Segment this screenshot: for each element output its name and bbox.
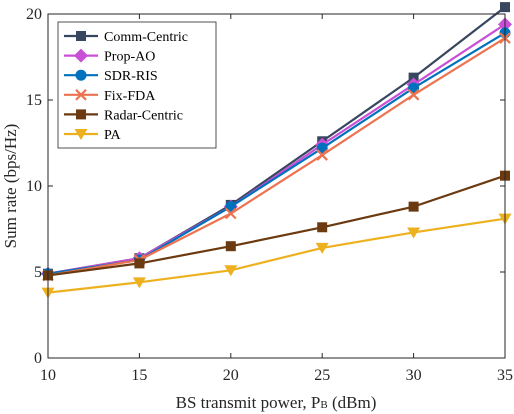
legend-label: PA	[104, 128, 122, 143]
y-tick-label: 20	[26, 6, 42, 23]
data-point-pa	[315, 242, 329, 254]
series-lines	[41, 2, 512, 299]
legend-marker	[74, 48, 88, 63]
series-line-fix-fda	[47, 37, 506, 277]
data-point-pa	[224, 265, 238, 277]
y-tick-label: 0	[34, 350, 42, 367]
series-line-radar-centric	[47, 174, 506, 277]
y-tick-label: 15	[26, 92, 42, 109]
data-point-fix-fda	[316, 149, 328, 161]
data-point-fix-fda	[225, 207, 237, 220]
x-axis-title: BS transmit power, PB (dBm)	[176, 393, 377, 412]
legend-marker	[75, 69, 87, 81]
legend-label: SDR-RIS	[104, 69, 158, 84]
series-pa	[41, 213, 512, 299]
legend-label: Prop-AO	[104, 50, 155, 65]
x-tick-label: 25	[314, 367, 330, 384]
x-tick-label: 35	[497, 367, 513, 384]
y-tick-label: 5	[34, 264, 42, 281]
series-line-pa	[47, 217, 506, 294]
series-line-prop-ao	[47, 23, 506, 275]
data-point-radar-centric	[317, 222, 328, 233]
legend-box	[57, 21, 217, 149]
x-tick-label: 10	[40, 367, 56, 384]
legend-label: Fix-FDA	[104, 89, 156, 104]
y-tick-label: 10	[26, 178, 42, 195]
data-point-comm-centric	[500, 2, 510, 13]
legend-item: PA	[64, 128, 122, 143]
data-point-radar-centric	[134, 258, 145, 269]
data-point-radar-centric	[408, 201, 419, 212]
legend-marker	[76, 109, 86, 120]
legend-item: Prop-AO	[64, 48, 155, 65]
y-axis-title: Sum rate (bps/Hz)	[1, 124, 20, 249]
legend-item: Comm-Centric	[64, 30, 188, 45]
legend-item: Radar-Centric	[64, 108, 183, 123]
data-point-radar-centric	[225, 241, 236, 252]
data-point-pa	[407, 227, 421, 239]
legend-item: Fix-FDA	[64, 89, 156, 104]
legend-label: Comm-Centric	[104, 30, 188, 45]
plot-frame	[47, 13, 506, 359]
x-tick-label: 20	[223, 367, 239, 384]
legend-marker	[75, 89, 87, 101]
data-point-pa	[132, 277, 146, 289]
legend-item: SDR-RIS	[64, 69, 158, 84]
legend-marker	[74, 129, 88, 140]
legend: Comm-Centric Prop-AO SDR-RIS Fix-FDA Radar-C…	[57, 21, 217, 149]
x-tick-label: 15	[131, 367, 147, 384]
data-point-fix-fda	[407, 89, 420, 101]
x-tick-label: 30	[406, 367, 422, 384]
legend-marker	[76, 31, 86, 41]
tick-labels: 10 15 20 25 30 35 0 5 10 15 20	[26, 6, 513, 384]
legend-label: Radar-Centric	[104, 108, 183, 123]
